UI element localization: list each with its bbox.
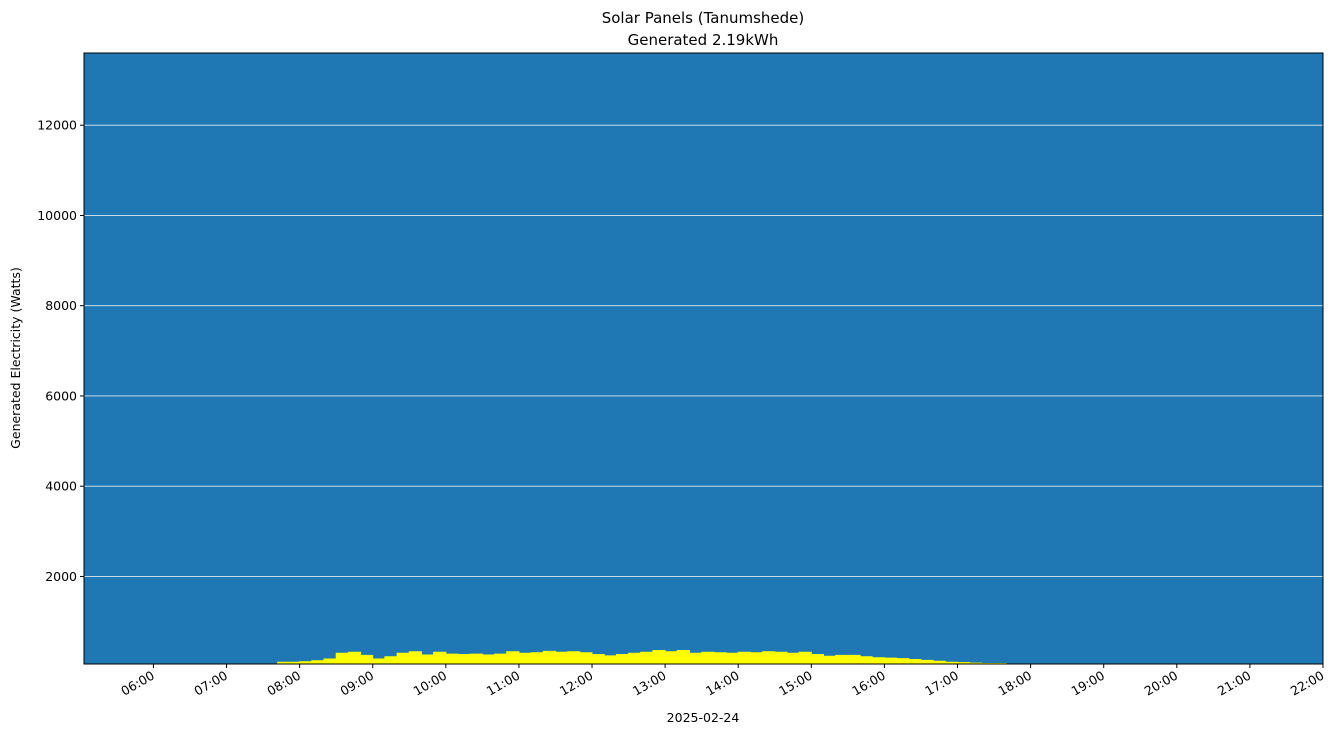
x-tick-label: 18:00: [995, 668, 1034, 699]
x-tick-label: 10:00: [411, 668, 450, 699]
y-tick-label: 6000: [45, 388, 77, 403]
x-tick-label: 13:00: [630, 668, 669, 699]
x-tick-label: 22:00: [1288, 668, 1327, 699]
x-tick-label: 16:00: [849, 668, 888, 699]
x-tick-label: 17:00: [922, 668, 961, 699]
x-tick-label: 21:00: [1215, 668, 1254, 699]
y-axis-label: Generated Electricity (Watts): [8, 267, 23, 449]
x-tick-label: 06:00: [118, 668, 157, 699]
y-tick-label: 2000: [45, 569, 77, 584]
chart-subtitle: Generated 2.19kWh: [628, 31, 779, 49]
x-tick-label: 11:00: [484, 668, 523, 699]
y-tick-label: 10000: [37, 208, 77, 223]
x-tick-label: 14:00: [703, 668, 742, 699]
plot-background: [84, 53, 1323, 664]
plot-frame: [83, 52, 1324, 665]
x-tick-label: 07:00: [191, 668, 230, 699]
y-tick-label: 12000: [37, 118, 77, 133]
x-tick-label: 20:00: [1142, 668, 1181, 699]
y-tick-label: 8000: [45, 298, 77, 313]
chart-title: Solar Panels (Tanumshede): [602, 9, 805, 27]
generation-area: [277, 650, 1032, 665]
x-tick-label: 12:00: [557, 668, 596, 699]
y-tick-label: 4000: [45, 479, 77, 494]
x-tick-label: 15:00: [776, 668, 815, 699]
x-axis-label: 2025-02-24: [667, 710, 740, 725]
x-tick-label: 19:00: [1069, 668, 1108, 699]
x-tick-label: 09:00: [338, 668, 377, 699]
x-tick-label: 08:00: [264, 668, 303, 699]
